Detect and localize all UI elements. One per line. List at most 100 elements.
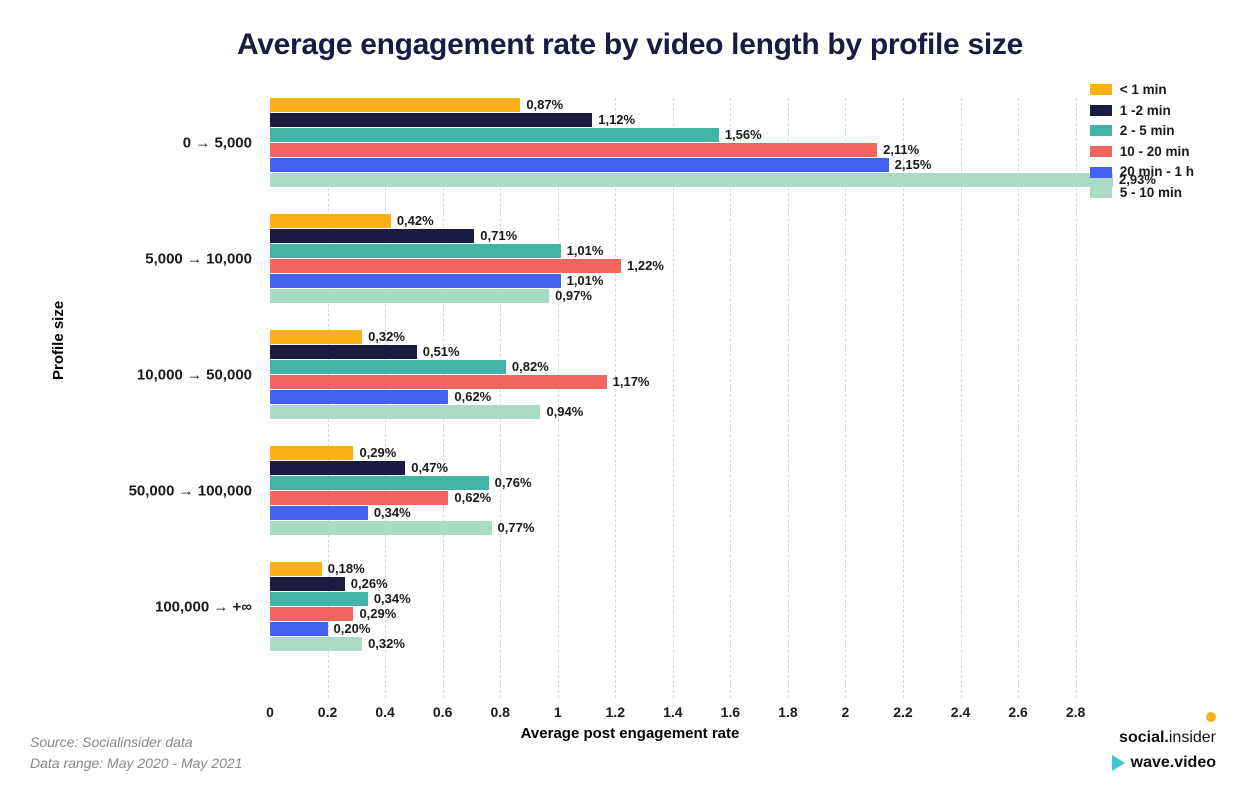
legend-swatch [1090, 167, 1112, 178]
bar-value-label: 2,15% [895, 157, 932, 172]
bar: 0,18% [270, 562, 322, 576]
bar-value-label: 0,51% [423, 344, 460, 359]
bar-value-label: 0,94% [546, 404, 583, 419]
bar: 0,77% [270, 521, 492, 535]
bar: 0,34% [270, 506, 368, 520]
bar-value-label: 1,01% [567, 243, 604, 258]
bar: 0,32% [270, 637, 362, 651]
wavevideo-logo: wave.video [1112, 752, 1216, 774]
category-label: 100,000 → +∞ [155, 598, 252, 615]
legend: < 1 min1 -2 min2 - 5 min10 - 20 min20 mi… [1090, 80, 1194, 203]
bar-value-label: 0,62% [454, 389, 491, 404]
x-tick: 0.2 [318, 704, 337, 720]
bar-value-label: 0,47% [411, 460, 448, 475]
bar-value-label: 0,34% [374, 591, 411, 606]
bar: 1,12% [270, 113, 592, 127]
bar-value-label: 0,34% [374, 505, 411, 520]
x-tick: 2 [842, 704, 850, 720]
bar-value-label: 1,12% [598, 112, 635, 127]
x-tick: 0.8 [490, 704, 509, 720]
bar-value-label: 0,71% [480, 228, 517, 243]
bar: 0,20% [270, 622, 328, 636]
legend-label: 1 -2 min [1120, 101, 1171, 121]
bar: 0,62% [270, 390, 448, 404]
source-line-1: Source: Socialinsider data [30, 732, 242, 753]
bar: 0,29% [270, 607, 353, 621]
play-icon [1112, 755, 1125, 771]
legend-swatch [1090, 84, 1112, 95]
legend-item: 2 - 5 min [1090, 121, 1194, 141]
legend-item: 1 -2 min [1090, 101, 1194, 121]
legend-item: 20 min - 1 h [1090, 162, 1194, 182]
bar: 0,34% [270, 592, 368, 606]
bar-value-label: 0,32% [368, 636, 405, 651]
bar: 2,11% [270, 143, 877, 157]
bar-value-label: 1,22% [627, 258, 664, 273]
bar: 1,01% [270, 274, 561, 288]
category-group: 100,000 → +∞0,18%0,26%0,34%0,29%0,20%0,3… [270, 562, 1090, 651]
bar-value-label: 1,01% [567, 273, 604, 288]
bar: 1,56% [270, 128, 719, 142]
bar-value-label: 1,56% [725, 127, 762, 142]
source-footer: Source: Socialinsider data Data range: M… [30, 732, 242, 774]
bar-value-label: 0,62% [454, 490, 491, 505]
bar: 0,62% [270, 491, 448, 505]
socialinsider-logo-icon [1112, 705, 1216, 727]
x-tick: 2.2 [893, 704, 912, 720]
bar: 0,32% [270, 330, 362, 344]
category-group: 0 → 5,0000,87%1,12%1,56%2,11%2,15%2,93% [270, 98, 1090, 187]
bar-value-label: 0,42% [397, 213, 434, 228]
bar: 0,94% [270, 405, 540, 419]
legend-swatch [1090, 105, 1112, 116]
x-tick: 1.2 [606, 704, 625, 720]
legend-item: 10 - 20 min [1090, 142, 1194, 162]
category-group: 10,000 → 50,0000,32%0,51%0,82%1,17%0,62%… [270, 330, 1090, 419]
chart-container: Average engagement rate by video length … [30, 10, 1230, 790]
y-axis-label: Profile size [50, 301, 67, 380]
brand-logos: social.insider wave.video [1112, 705, 1216, 774]
bar-value-label: 0,87% [526, 97, 563, 112]
category-label: 5,000 → 10,000 [145, 250, 252, 267]
legend-label: < 1 min [1120, 80, 1167, 100]
x-tick: 1 [554, 704, 562, 720]
bar: 0,76% [270, 476, 489, 490]
bar: 0,87% [270, 98, 520, 112]
bar-value-label: 0,26% [351, 576, 388, 591]
legend-swatch [1090, 125, 1112, 136]
socialinsider-logo: social.insider [1112, 727, 1216, 749]
bar-value-label: 0,29% [359, 445, 396, 460]
chart-title: Average engagement rate by video length … [30, 10, 1230, 70]
x-tick: 0 [266, 704, 274, 720]
bar: 0,29% [270, 446, 353, 460]
category-group: 5,000 → 10,0000,42%0,71%1,01%1,22%1,01%0… [270, 214, 1090, 303]
bar-value-label: 0,76% [495, 475, 532, 490]
bar-value-label: 0,77% [498, 520, 535, 535]
bar: 0,71% [270, 229, 474, 243]
legend-label: 20 min - 1 h [1120, 162, 1194, 182]
x-tick: 0.4 [375, 704, 394, 720]
source-line-2: Data range: May 2020 - May 2021 [30, 753, 242, 774]
bar: 0,47% [270, 461, 405, 475]
category-label: 0 → 5,000 [183, 134, 252, 151]
legend-swatch [1090, 187, 1112, 198]
bar: 2,93% [270, 173, 1113, 187]
bar: 0,42% [270, 214, 391, 228]
bar-value-label: 0,82% [512, 359, 549, 374]
legend-label: 5 - 10 min [1120, 183, 1182, 203]
bar-value-label: 0,97% [555, 288, 592, 303]
bar: 2,15% [270, 158, 889, 172]
plot-area: 00.20.40.60.811.21.41.61.822.22.42.62.80… [270, 98, 1090, 698]
x-tick: 2.6 [1008, 704, 1027, 720]
bar-value-label: 2,11% [883, 142, 919, 157]
bar: 1,22% [270, 259, 621, 273]
legend-item: 5 - 10 min [1090, 183, 1194, 203]
legend-swatch [1090, 146, 1112, 157]
bar-value-label: 1,17% [613, 374, 650, 389]
bar: 0,97% [270, 289, 549, 303]
x-tick: 1.8 [778, 704, 797, 720]
x-tick: 0.6 [433, 704, 452, 720]
bar: 0,26% [270, 577, 345, 591]
bar: 1,17% [270, 375, 607, 389]
x-tick: 1.6 [721, 704, 740, 720]
legend-item: < 1 min [1090, 80, 1194, 100]
